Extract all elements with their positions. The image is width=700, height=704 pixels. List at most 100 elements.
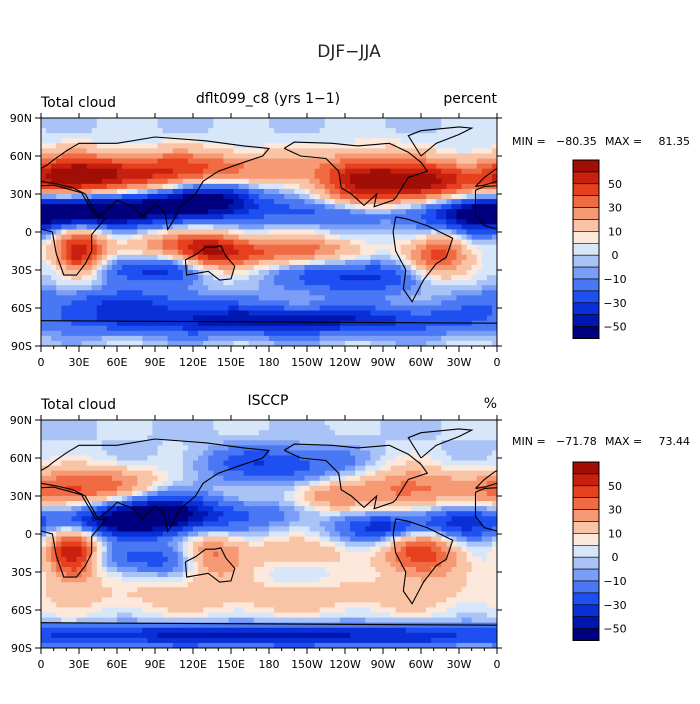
colorbar-label: −30 [603, 599, 626, 612]
colorbar-swatch [573, 486, 599, 498]
panel-title-center: ISCCP [247, 393, 288, 409]
stats-readout: MIN = −71.78 MAX = 73.44 [512, 435, 690, 448]
colorbar-label: 0 [612, 551, 619, 564]
min-value: −71.78 [556, 435, 597, 448]
colorbar-label: 0 [612, 249, 619, 262]
y-tick-label: 30S [11, 566, 32, 579]
coastline [641, 246, 690, 280]
x-tick-label: 0 [38, 356, 45, 369]
y-tick-label: 60S [11, 604, 32, 617]
colorbar-swatch [573, 220, 599, 232]
x-tick-label: 60W [409, 658, 434, 671]
y-tick-label: 0 [25, 528, 32, 541]
colorbar-swatch [573, 617, 599, 629]
colorbar-swatch [573, 243, 599, 255]
y-tick-label: 90S [11, 642, 32, 655]
x-tick-label: 150E [217, 658, 245, 671]
panel-title-right: % [484, 396, 497, 412]
colorbar-swatch [573, 533, 599, 545]
panel-isccp: Total cloud ISCCP % MIN = −71.78 MAX = 7… [0, 393, 700, 671]
colorbar-swatch [573, 315, 599, 327]
panel-model: Total cloud dflt099_c8 (yrs 1−1) percent… [0, 91, 700, 369]
colorbar-label: 30 [608, 504, 622, 517]
y-tick-label: 60S [11, 302, 32, 315]
x-tick-label: 180 [259, 356, 280, 369]
colorbar-swatch [573, 569, 599, 581]
colorbar-label: 50 [608, 178, 622, 191]
x-tick-label: 150W [291, 658, 323, 671]
colorbar-label: −30 [603, 297, 626, 310]
x-tick-label: 150W [291, 356, 323, 369]
x-tick-label: 0 [494, 658, 501, 671]
x-tick-label: 30W [447, 658, 472, 671]
panel-title-right: percent [443, 91, 497, 107]
min-label: MIN = [512, 435, 546, 448]
colorbar-swatch [573, 267, 599, 279]
min-label: MIN = [512, 135, 546, 148]
x-tick-label: 30E [69, 356, 90, 369]
colorbar-swatch [573, 462, 599, 474]
colorbar-swatch [573, 498, 599, 510]
x-tick-label: 90E [145, 658, 166, 671]
max-value: 73.44 [659, 435, 691, 448]
x-tick-label: 90E [145, 356, 166, 369]
coastline [641, 548, 690, 582]
panel-title-left: Total cloud [40, 397, 116, 413]
y-tick-label: 90N [10, 112, 32, 125]
colorbar-label: −50 [603, 321, 626, 334]
x-tick-label: 0 [38, 658, 45, 671]
y-tick-label: 30N [10, 188, 32, 201]
x-tick-label: 180 [259, 658, 280, 671]
y-tick-label: 60N [10, 150, 32, 163]
x-tick-label: 90W [371, 356, 396, 369]
x-tick-label: 120E [179, 356, 207, 369]
x-tick-label: 90W [371, 658, 396, 671]
colorbar-swatch [573, 522, 599, 534]
y-tick-label: 90N [10, 414, 32, 427]
colorbar-swatch [573, 327, 599, 339]
colorbar-swatch [573, 593, 599, 605]
x-tick-label: 60W [409, 356, 434, 369]
colorbar-label: 50 [608, 480, 622, 493]
colorbar-label: 10 [608, 527, 622, 540]
min-value: −80.35 [556, 135, 597, 148]
colorbar-label: −10 [603, 575, 626, 588]
panel-title-center: dflt099_c8 (yrs 1−1) [196, 91, 340, 107]
x-tick-label: 120E [179, 658, 207, 671]
colorbar-label: −50 [603, 623, 626, 636]
colorbar-swatch [573, 196, 599, 208]
panel-title-left: Total cloud [40, 95, 116, 111]
stats-readout: MIN = −80.35 MAX = 81.35 [512, 135, 690, 148]
max-label: MAX = [605, 135, 642, 148]
x-tick-label: 0 [494, 356, 501, 369]
colorbar-swatch [573, 291, 599, 303]
field-shading [41, 420, 498, 649]
max-label: MAX = [605, 435, 642, 448]
colorbar-label: 30 [608, 202, 622, 215]
colorbar-swatch [573, 557, 599, 569]
colorbar-label: 10 [608, 225, 622, 238]
colorbar-swatch [573, 545, 599, 557]
x-tick-label: 150E [217, 356, 245, 369]
colorbar-swatch [573, 605, 599, 617]
colorbar-swatch [573, 581, 599, 593]
y-tick-label: 30S [11, 264, 32, 277]
max-value: 81.35 [659, 135, 691, 148]
colorbar-swatch [573, 160, 599, 172]
colorbar-swatch [573, 255, 599, 267]
x-tick-label: 30E [69, 658, 90, 671]
figure-title: DJF−JJA [317, 42, 381, 62]
x-tick-label: 120W [329, 658, 361, 671]
y-tick-label: 30N [10, 490, 32, 503]
colorbar-swatch [573, 629, 599, 641]
colorbar-swatch [573, 303, 599, 315]
colorbar-swatch [573, 510, 599, 522]
colorbar-label: −10 [603, 273, 626, 286]
y-tick-label: 60N [10, 452, 32, 465]
colorbar-swatch [573, 172, 599, 184]
colorbar-swatch [573, 279, 599, 291]
colorbar-swatch [573, 474, 599, 486]
colorbar-swatch [573, 231, 599, 243]
